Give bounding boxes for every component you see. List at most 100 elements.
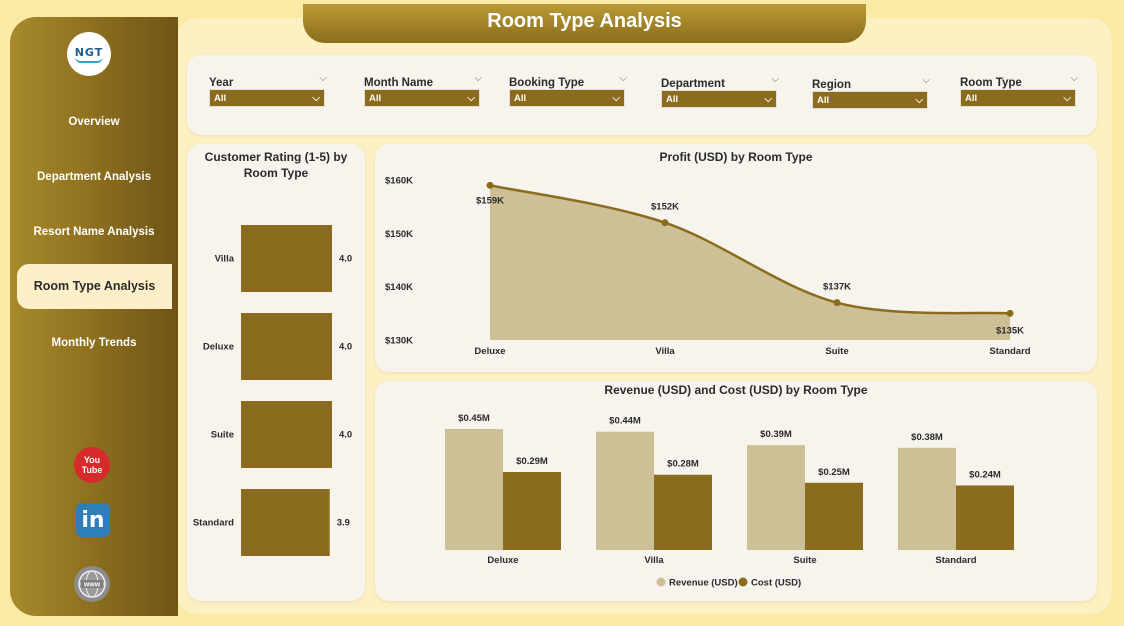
chevron-down-icon: ⌵: [467, 90, 475, 108]
chevron-down-icon: ⌵: [1063, 90, 1071, 108]
filter-department-value: All: [666, 94, 678, 105]
chevron-down-icon: ⌵: [915, 92, 923, 110]
revcost-x-tick-label: Standard: [935, 555, 976, 566]
chevron-down-icon[interactable]: ⌵: [619, 73, 627, 84]
company-logo[interactable]: NGT: [67, 32, 111, 76]
rating-value-label: 3.9: [337, 518, 350, 529]
cost-data-label: $0.28M: [667, 459, 699, 470]
legend-cost-marker: [739, 578, 748, 587]
profit-x-tick-label: Suite: [825, 346, 848, 357]
revenue-bar: [445, 429, 503, 550]
filter-room-type-label: Room Type: [960, 77, 1022, 89]
filter-room-type-dropdown[interactable]: All ⌵: [960, 89, 1076, 107]
cost-bar: [503, 472, 561, 550]
filter-month-name-label: Month Name: [364, 77, 433, 89]
legend-cost-label: Cost (USD): [751, 578, 801, 589]
filter-booking-type-label: Booking Type: [509, 77, 584, 89]
chevron-down-icon[interactable]: ⌵: [922, 75, 930, 86]
filter-department: Department ⌵ All ⌵: [661, 74, 779, 92]
rating-bar: [241, 489, 330, 556]
linkedin-icon-text: in: [81, 508, 104, 533]
profit-x-tick-label: Villa: [655, 346, 675, 357]
rating-chart: Villa 4.0 Deluxe 4.0 Suite 4.0 Standard 3.9: [187, 144, 365, 601]
filter-room-type-value: All: [965, 93, 977, 104]
rating-value-label: 4.0: [339, 430, 352, 441]
rating-bar: [241, 225, 332, 292]
filter-booking-type-value: All: [514, 93, 526, 104]
filter-year: Year ⌵ All ⌵: [209, 73, 327, 91]
youtube-icon-text: You: [84, 455, 100, 465]
sidebar-item-room-type-analysis[interactable]: Room Type Analysis: [17, 264, 172, 309]
chevron-down-icon: ⌵: [612, 90, 620, 108]
profit-point: [662, 219, 669, 226]
filter-department-dropdown[interactable]: All ⌵: [661, 90, 777, 108]
rating-category-label: Villa: [215, 254, 235, 265]
profit-chart-panel: Profit (USD) by Room Type $160K $150K $140…: [375, 144, 1097, 372]
chevron-down-icon[interactable]: ⌵: [474, 73, 482, 84]
filter-booking-type: Booking Type ⌵ All ⌵: [509, 73, 627, 91]
legend-revenue-label: Revenue (USD): [669, 578, 738, 589]
linkedin-icon[interactable]: in: [76, 503, 110, 537]
filter-year-dropdown[interactable]: All ⌵: [209, 89, 325, 107]
revcost-x-tick-label: Deluxe: [487, 555, 518, 566]
rating-category-label: Standard: [193, 518, 234, 529]
revenue-bar: [898, 448, 956, 550]
revenue-cost-chart: $0.45M $0.29M Deluxe $0.44M $0.28M Villa $0.39…: [375, 381, 1097, 601]
chevron-down-icon[interactable]: ⌵: [771, 74, 779, 85]
chevron-down-icon[interactable]: ⌵: [319, 73, 327, 84]
profit-data-label: $137K: [823, 282, 851, 293]
sidebar: NGT Overview Department Analysis Resort …: [10, 17, 178, 616]
profit-y-tick-label: $140K: [385, 282, 413, 293]
cost-data-label: $0.29M: [516, 456, 548, 467]
profit-y-tick-label: $130K: [385, 336, 413, 347]
chevron-down-icon[interactable]: ⌵: [1070, 73, 1078, 84]
rating-category-label: Deluxe: [203, 342, 234, 353]
profit-point: [834, 299, 841, 306]
cost-data-label: $0.25M: [818, 467, 850, 478]
logo-swoosh: [75, 57, 103, 63]
chevron-down-icon: ⌵: [764, 91, 772, 109]
rating-chart-panel: Customer Rating (1-5) by Room Type Villa…: [187, 144, 365, 601]
filter-year-value: All: [214, 93, 226, 104]
profit-x-tick-label: Standard: [989, 346, 1030, 357]
cost-bar: [654, 475, 712, 550]
rating-value-label: 4.0: [339, 342, 352, 353]
revenue-data-label: $0.44M: [609, 416, 641, 427]
chevron-down-icon: ⌵: [312, 90, 320, 108]
sidebar-item-department-analysis[interactable]: Department Analysis: [10, 171, 178, 183]
filter-month-name-value: All: [369, 93, 381, 104]
filter-department-label: Department: [661, 78, 725, 90]
filter-region-value: All: [817, 95, 829, 106]
rating-bar: [241, 401, 332, 468]
filter-room-type: Room Type ⌵ All ⌵: [960, 73, 1078, 91]
revenue-cost-chart-panel: Revenue (USD) and Cost (USD) by Room Typ…: [375, 381, 1097, 601]
profit-y-tick-label: $150K: [385, 229, 413, 240]
profit-chart: $160K $150K $140K $130K $159K Deluxe $152K Vill…: [375, 144, 1097, 372]
sidebar-item-overview[interactable]: Overview: [10, 116, 178, 128]
rating-category-label: Suite: [211, 430, 234, 441]
filter-year-label: Year: [209, 77, 233, 89]
rating-value-label: 4.0: [339, 254, 352, 265]
web-icon[interactable]: www: [74, 566, 110, 602]
profit-y-tick-label: $160K: [385, 176, 413, 187]
legend-revenue-marker: [657, 578, 666, 587]
filter-region: Region ⌵ All ⌵: [812, 75, 930, 93]
rating-bar: [241, 313, 332, 380]
youtube-icon[interactable]: You Tube: [74, 447, 110, 483]
filter-region-label: Region: [812, 79, 851, 91]
filter-panel: Year ⌵ All ⌵ Month Name ⌵ All ⌵ Booking …: [187, 55, 1097, 135]
page-title: Room Type Analysis: [303, 4, 866, 43]
profit-data-label: $159K: [476, 195, 504, 206]
revcost-x-tick-label: Suite: [793, 555, 816, 566]
filter-month-name-dropdown[interactable]: All ⌵: [364, 89, 480, 107]
filter-month-name: Month Name ⌵ All ⌵: [364, 73, 482, 91]
filter-region-dropdown[interactable]: All ⌵: [812, 91, 928, 109]
sidebar-item-resort-name-analysis[interactable]: Resort Name Analysis: [10, 226, 178, 238]
sidebar-item-monthly-trends[interactable]: Monthly Trends: [10, 337, 178, 349]
revenue-bar: [596, 432, 654, 550]
filter-booking-type-dropdown[interactable]: All ⌵: [509, 89, 625, 107]
revenue-data-label: $0.39M: [760, 429, 792, 440]
profit-x-tick-label: Deluxe: [474, 346, 505, 357]
profit-data-label: $152K: [651, 202, 679, 213]
revenue-data-label: $0.38M: [911, 432, 943, 443]
